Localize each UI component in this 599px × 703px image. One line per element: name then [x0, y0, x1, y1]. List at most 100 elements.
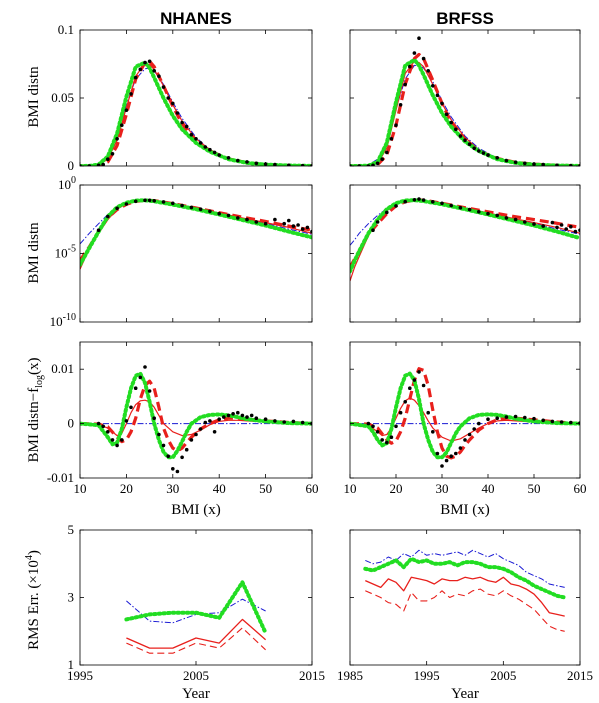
- data-point: [408, 64, 412, 69]
- data-point: [440, 464, 444, 468]
- data-point: [403, 82, 408, 87]
- data-point: [472, 146, 477, 151]
- data-point: [357, 164, 361, 166]
- data-point: [171, 201, 175, 206]
- x-tick-label: 20: [120, 481, 133, 496]
- data-point: [282, 221, 287, 226]
- data-point: [495, 213, 500, 218]
- data-point: [569, 420, 573, 425]
- data-point: [300, 420, 305, 425]
- data-point: [106, 157, 110, 161]
- data-point: [96, 228, 101, 232]
- data-point: [236, 410, 240, 415]
- data-point: [366, 421, 371, 426]
- data-point: [161, 85, 166, 89]
- data-point: [310, 229, 312, 234]
- series-line-dotted: [363, 556, 567, 600]
- series-line-dotted: [350, 371, 580, 460]
- data-point: [80, 164, 82, 166]
- y-tick-exponent: 0: [71, 175, 76, 186]
- data-point: [217, 417, 221, 422]
- x-tick-label: 2005: [490, 668, 516, 683]
- data-point: [564, 227, 568, 231]
- data-point: [366, 164, 371, 166]
- data-point: [375, 161, 380, 166]
- data-point: [180, 455, 184, 460]
- data-point: [175, 469, 180, 474]
- x-tick-label: 40: [482, 481, 495, 496]
- data-point: [550, 419, 555, 424]
- data-point: [166, 454, 170, 459]
- data-point: [421, 383, 426, 388]
- x-tick-label: 50: [528, 481, 541, 496]
- y-tick-label: 0.1: [58, 22, 74, 37]
- ylabel-row3-main: BMI distn−f: [26, 388, 42, 463]
- data-point: [412, 51, 417, 55]
- data-point: [231, 412, 235, 416]
- data-point: [120, 438, 124, 442]
- data-point: [417, 370, 421, 374]
- series-line-dashed: [365, 588, 565, 632]
- data-point: [541, 418, 545, 423]
- data-point: [389, 137, 394, 141]
- data-point: [458, 205, 463, 210]
- data-point: [287, 218, 291, 223]
- data-point: [254, 220, 259, 224]
- series-line-solid: [365, 576, 565, 617]
- data-point: [559, 223, 564, 227]
- y-tick-label: 100: [58, 175, 76, 192]
- data-point: [444, 458, 449, 463]
- data-point: [458, 134, 463, 138]
- xlabel-bmi-left: BMI (x): [171, 502, 221, 518]
- data-point: [161, 200, 166, 204]
- data-point: [421, 198, 426, 202]
- data-point: [96, 421, 101, 426]
- data-point: [161, 443, 166, 448]
- data-point: [189, 132, 194, 137]
- data-point: [513, 217, 518, 222]
- data-point: [263, 221, 268, 226]
- data-point: [532, 416, 536, 421]
- data-point: [513, 414, 518, 419]
- data-point: [254, 416, 259, 421]
- data-point: [444, 112, 449, 117]
- y-tick-label: 0.05: [51, 90, 74, 105]
- data-point: [477, 210, 481, 214]
- data-point: [440, 101, 444, 106]
- x-tick-label: 50: [259, 481, 272, 496]
- data-point: [273, 162, 277, 166]
- axes-frame: [79, 341, 313, 479]
- data-point: [550, 220, 555, 225]
- data-point: [504, 216, 509, 220]
- data-point: [385, 150, 389, 155]
- data-point: [389, 435, 394, 440]
- data-point: [115, 443, 119, 448]
- data-point: [212, 430, 217, 434]
- x-tick-label: 2005: [183, 668, 209, 683]
- x-tick-label: 60: [574, 481, 587, 496]
- data-point: [273, 419, 277, 423]
- data-point: [157, 432, 161, 437]
- data-point: [380, 438, 385, 442]
- ylabel-row4-sup: 4: [24, 555, 35, 560]
- data-point: [380, 157, 385, 161]
- data-point: [143, 198, 147, 203]
- data-point: [245, 217, 249, 222]
- data-point: [449, 203, 454, 208]
- y-tick-label: 0: [68, 416, 75, 431]
- xlabel-bmi-right: BMI (x): [440, 502, 490, 518]
- series-line-solid: [80, 62, 312, 166]
- data-point: [194, 137, 198, 141]
- series-line-dashed: [80, 59, 312, 166]
- data-point: [115, 137, 119, 141]
- data-point: [463, 138, 467, 142]
- data-point: [133, 75, 138, 80]
- data-point: [245, 160, 249, 164]
- data-point: [578, 228, 580, 232]
- data-point: [394, 123, 398, 127]
- data-point: [454, 127, 458, 132]
- data-point: [291, 419, 296, 424]
- x-tick-label: 1995: [414, 668, 440, 683]
- x-tick-label: 40: [213, 481, 226, 496]
